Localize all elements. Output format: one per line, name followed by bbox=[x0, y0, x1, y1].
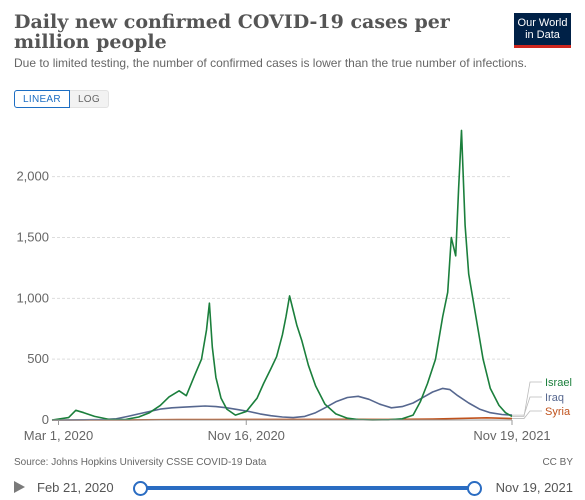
owid-logo[interactable]: Our World in Data bbox=[514, 13, 571, 48]
y-tick-label: 500 bbox=[27, 351, 49, 366]
series-line-iraq bbox=[51, 387, 513, 421]
chart-title: Daily new confirmed COVID-19 cases per m… bbox=[14, 11, 450, 53]
series-line-israel bbox=[51, 129, 513, 421]
logo-line-2: in Data bbox=[525, 29, 560, 41]
x-tick-label: Mar 1, 2020 bbox=[24, 428, 93, 443]
legend-connector-syria bbox=[512, 410, 542, 419]
play-icon[interactable] bbox=[14, 481, 25, 493]
timeline-start-handle[interactable] bbox=[133, 481, 148, 496]
y-tick-label: 2,000 bbox=[16, 169, 49, 184]
chart-subtitle: Due to limited testing, the number of co… bbox=[14, 56, 527, 70]
timeline-start-label: Feb 21, 2020 bbox=[37, 480, 114, 495]
legend-label-israel: Israel bbox=[545, 377, 572, 389]
timeline-track[interactable] bbox=[139, 486, 474, 490]
legend-connector-iraq bbox=[512, 396, 542, 416]
line-chart: 0 500 1,000 1,500 2,000 Mar 1, 2020 Nov 16, 20… bbox=[16, 129, 572, 443]
timeline-end-handle[interactable] bbox=[467, 481, 482, 496]
timeline-end-label: Nov 19, 2021 bbox=[495, 480, 573, 495]
legend-label-syria: Syria bbox=[545, 406, 571, 418]
x-tick-label: Nov 16, 2020 bbox=[208, 428, 285, 443]
legend-connector-israel bbox=[512, 381, 542, 417]
y-tick-label: 1,000 bbox=[16, 290, 49, 305]
linear-scale-button[interactable]: LINEAR bbox=[14, 90, 70, 108]
legend-label-iraq: Iraq bbox=[545, 392, 564, 404]
log-scale-button[interactable]: LOG bbox=[69, 90, 109, 108]
license-link[interactable]: CC BY bbox=[542, 457, 573, 468]
y-tick-label: 0 bbox=[42, 412, 49, 427]
x-tick-label: Nov 19, 2021 bbox=[473, 428, 550, 443]
scale-toggle: LINEAR LOG bbox=[14, 90, 109, 108]
timeline-slider: Feb 21, 2020 Nov 19, 2021 bbox=[0, 476, 585, 500]
y-tick-label: 1,500 bbox=[16, 230, 49, 245]
logo-line-1: Our World bbox=[517, 17, 568, 29]
source-note[interactable]: Source: Johns Hopkins University CSSE CO… bbox=[14, 457, 267, 468]
